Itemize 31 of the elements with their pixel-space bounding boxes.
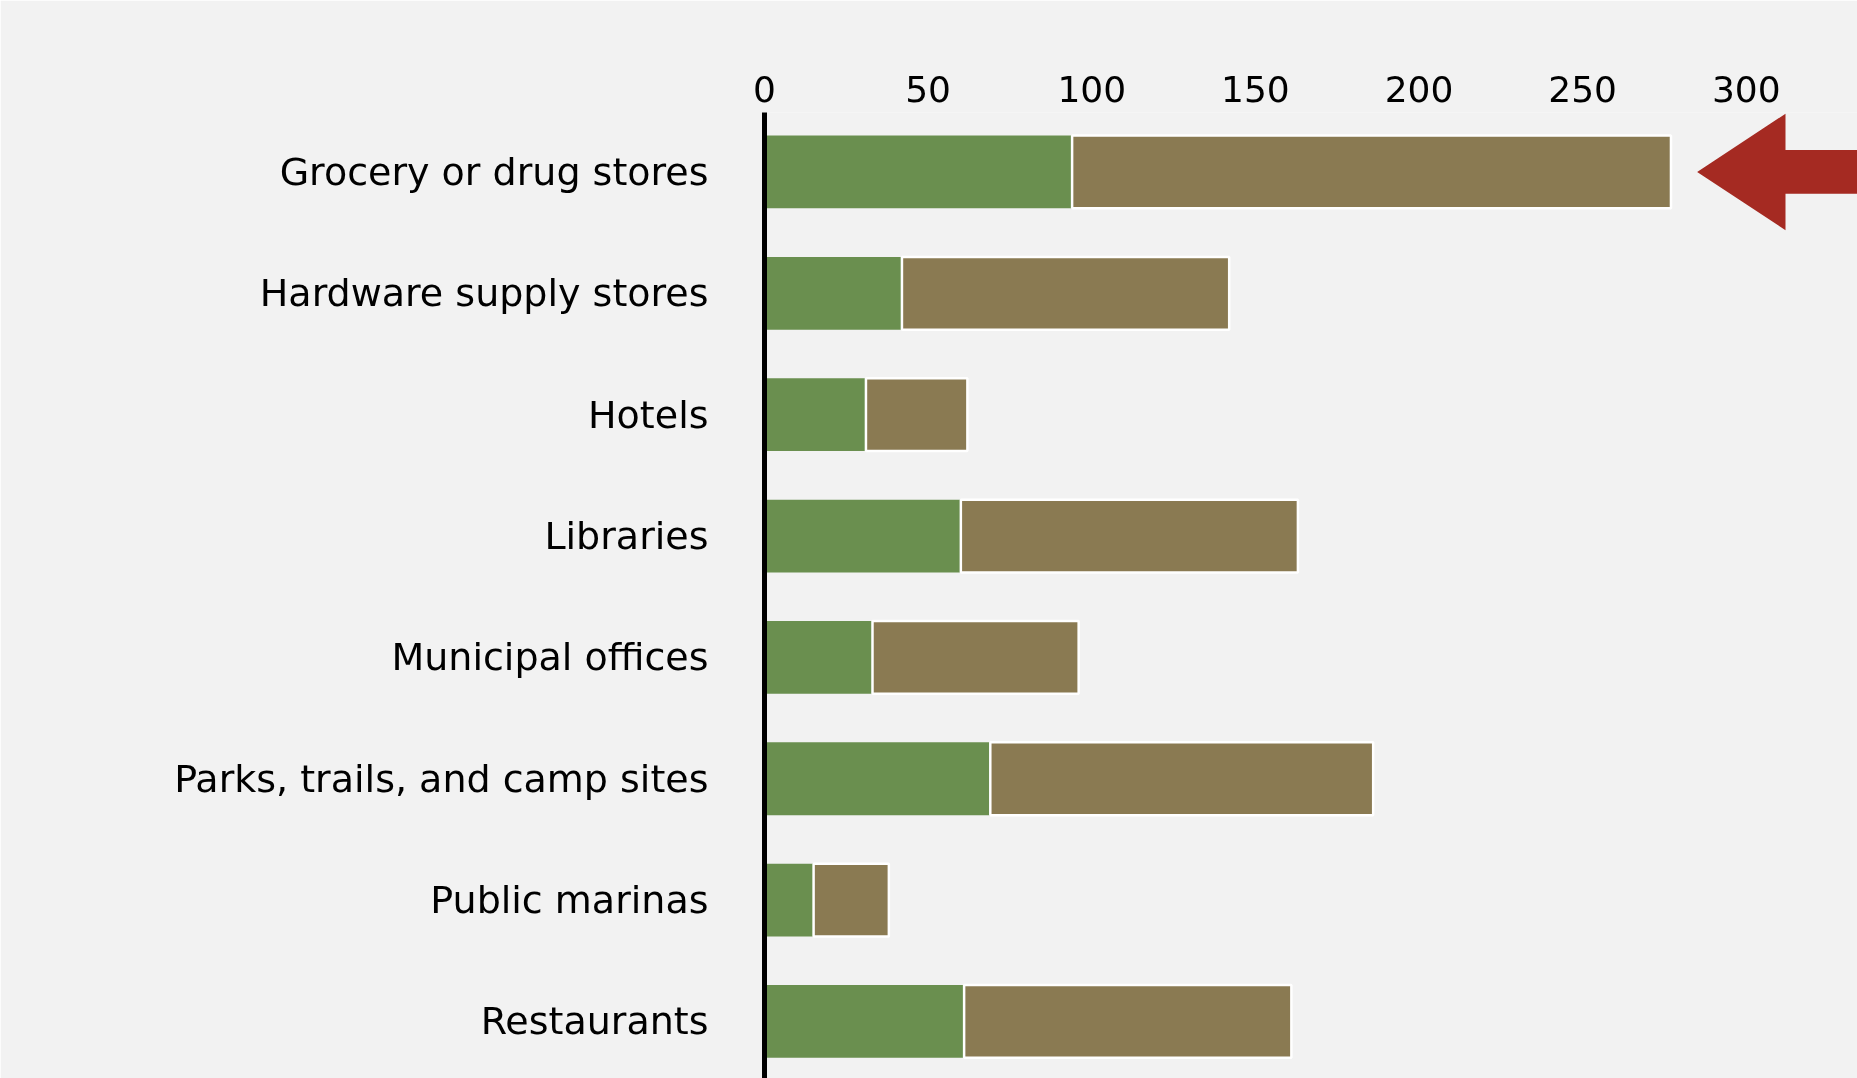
y-tick-label: Parks, trails, and camp sites xyxy=(174,756,709,801)
bar xyxy=(764,135,1073,209)
bar xyxy=(764,742,991,816)
x-tick-label: 200 xyxy=(1384,68,1454,110)
y-tick-label: Grocery or drug stores xyxy=(279,149,709,194)
x-tick-label: 100 xyxy=(1057,68,1127,110)
bar xyxy=(764,985,965,1058)
x-tick-label: 150 xyxy=(1221,68,1290,110)
bar xyxy=(871,619,1080,696)
y-tick-label: Restaurants xyxy=(480,999,709,1044)
bar xyxy=(864,377,969,453)
x-tick-label: 0 xyxy=(753,68,776,110)
bar xyxy=(812,862,891,938)
x-tick-label: 250 xyxy=(1548,68,1617,110)
y-tick-label: Libraries xyxy=(544,514,709,559)
bar xyxy=(764,378,866,452)
bar xyxy=(1070,134,1673,210)
bar xyxy=(962,983,1293,1060)
x-tick-label: 50 xyxy=(905,68,952,110)
bar xyxy=(989,741,1375,817)
bar xyxy=(764,863,814,937)
bar xyxy=(764,256,902,330)
bar xyxy=(764,499,961,573)
y-tick-label: Public marinas xyxy=(430,878,709,923)
bar xyxy=(764,620,873,694)
y-tick-label: Municipal offices xyxy=(391,635,709,680)
bar xyxy=(900,255,1231,331)
bar xyxy=(959,498,1300,574)
x-tick-label: 300 xyxy=(1711,68,1781,110)
y-tick-label: Hotels xyxy=(588,392,709,437)
y-tick-label: Hardware supply stores xyxy=(259,271,709,316)
